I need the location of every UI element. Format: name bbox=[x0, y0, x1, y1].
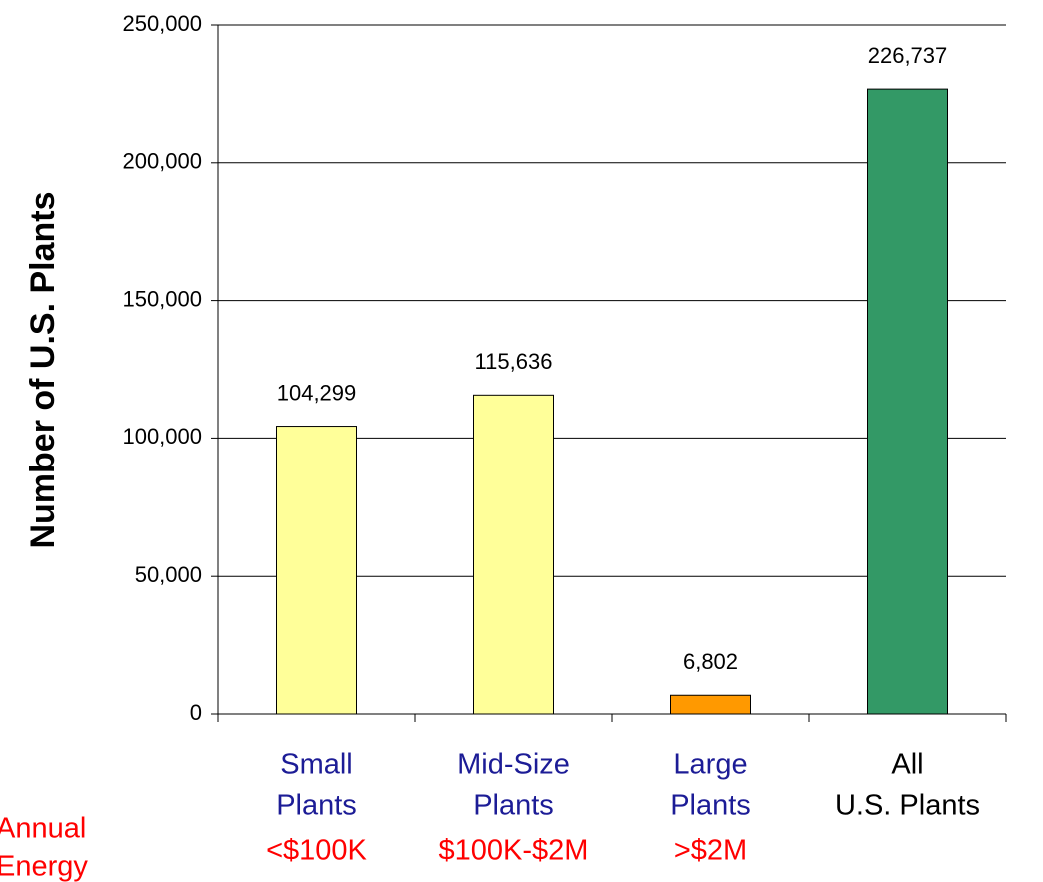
cost-label: >$2M bbox=[674, 835, 747, 867]
x-tick-label: Mid-Size bbox=[457, 749, 570, 781]
x-tick-label: All bbox=[891, 749, 923, 781]
cost-title: Annual bbox=[0, 813, 86, 845]
y-axis-label: Number of U.S. Plants bbox=[24, 191, 62, 548]
x-tick-label: U.S. Plants bbox=[835, 790, 980, 822]
bar bbox=[473, 394, 554, 715]
value-label: 115,636 bbox=[475, 349, 553, 374]
bar bbox=[276, 426, 357, 715]
y-tick-label: 200,000 bbox=[122, 149, 202, 174]
cost-label: <$100K bbox=[266, 835, 367, 867]
x-tick-label: Plants bbox=[670, 790, 751, 822]
value-label: 6,802 bbox=[683, 649, 738, 674]
x-tick-label: Plants bbox=[276, 790, 357, 822]
x-tick-label: Small bbox=[280, 749, 353, 781]
y-tick-label: 100,000 bbox=[122, 424, 202, 449]
value-label: 104,299 bbox=[277, 380, 357, 405]
bar bbox=[670, 694, 751, 715]
y-tick-label: 250,000 bbox=[122, 11, 202, 36]
x-tick-label: Large bbox=[673, 749, 747, 781]
bar bbox=[867, 88, 948, 715]
cost-label: $100K-$2M bbox=[439, 835, 589, 867]
y-tick-label: 0 bbox=[190, 700, 202, 725]
x-tick-label: Plants bbox=[473, 790, 554, 822]
cost-title: Energy bbox=[0, 851, 88, 882]
y-tick-label: 150,000 bbox=[122, 286, 202, 311]
y-tick-label: 50,000 bbox=[135, 562, 202, 587]
value-label: 226,737 bbox=[868, 43, 948, 68]
